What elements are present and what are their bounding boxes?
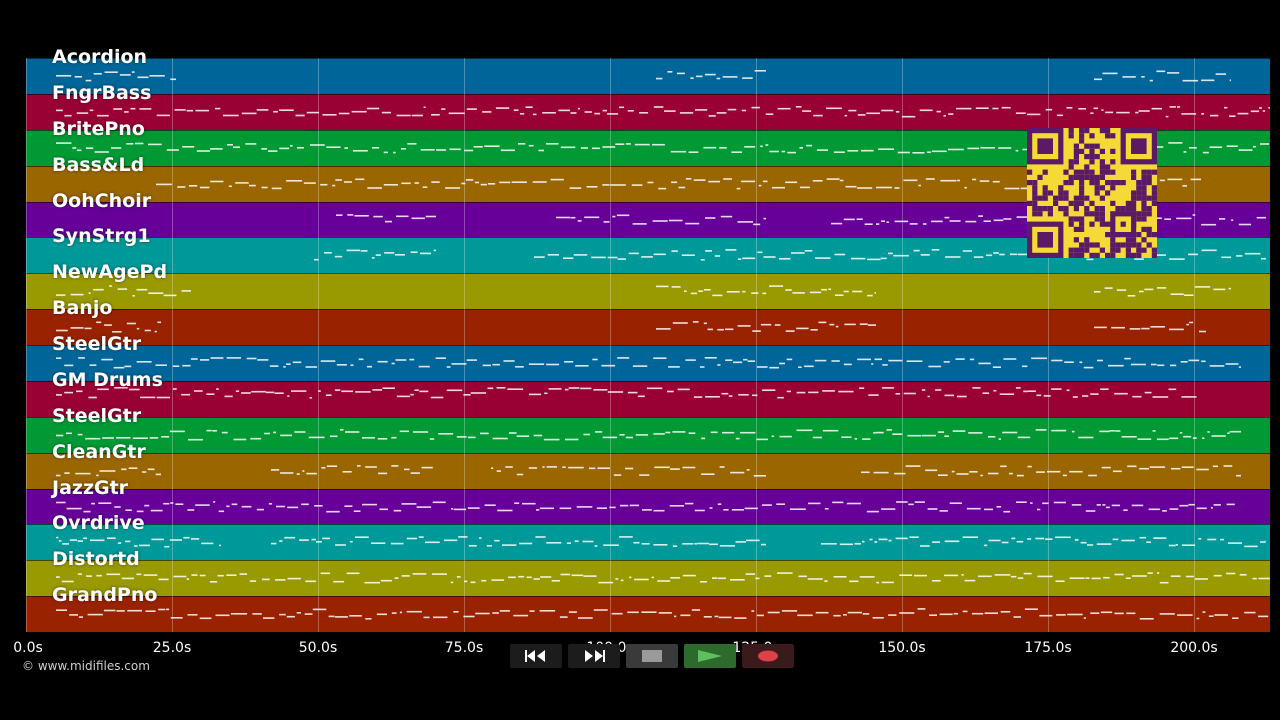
track-label: FngrBass [52, 81, 152, 104]
time-tick-label: 25.0s [152, 640, 192, 656]
track-lane [26, 380, 1270, 417]
copyright-text: © www.midifiles.com [22, 659, 150, 673]
note-texture [56, 572, 1270, 584]
time-tick-label: 200.0s [1170, 640, 1218, 656]
grid-line [26, 58, 27, 632]
grid-line [610, 58, 611, 632]
track-lane [26, 273, 1270, 310]
track-lane [26, 488, 1270, 525]
grid-line [464, 58, 465, 632]
time-tick-label: 150.0s [878, 640, 926, 656]
grid-line [756, 58, 757, 632]
piano-roll [26, 58, 1270, 633]
note-texture [56, 357, 1241, 369]
track-lane [26, 452, 1270, 489]
note-texture [314, 249, 1266, 261]
note-texture [56, 464, 1241, 477]
qr-code [1027, 128, 1157, 258]
play-icon [698, 650, 722, 662]
time-tick-label: 0.0s [13, 640, 43, 656]
grid-line [1048, 58, 1049, 632]
track-label: Bass&Ld [52, 153, 145, 176]
track-label: Banjo [52, 297, 113, 320]
track-lane [26, 560, 1270, 597]
note-texture [56, 536, 1266, 548]
track-label: SynStrg1 [52, 225, 151, 248]
grid-line [318, 58, 319, 632]
fast-forward-icon [585, 650, 605, 662]
track-label: NewAgePd [52, 261, 168, 284]
note-texture [156, 177, 1201, 190]
note-texture [56, 386, 1197, 399]
note-texture [56, 500, 1235, 512]
play-button[interactable] [684, 644, 736, 668]
track-label: Ovrdrive [52, 512, 145, 535]
track-lane [26, 93, 1270, 130]
track-label: SteelGtr [52, 333, 142, 355]
grid-line [902, 58, 903, 632]
rewind-icon [525, 650, 545, 662]
track-lane [26, 309, 1270, 346]
time-tick-label: 175.0s [1024, 640, 1072, 656]
transport-controls [510, 644, 794, 668]
stop-button[interactable] [626, 644, 678, 668]
track-lane [26, 58, 1270, 94]
time-tick-label: 75.0s [444, 640, 484, 656]
track-lane [26, 596, 1270, 633]
record-icon [758, 650, 778, 662]
track-label: Distortd [52, 548, 140, 571]
track-label: OohChoir [52, 189, 152, 212]
note-texture [56, 70, 1231, 82]
track-label: BritePno [52, 117, 145, 140]
track-label: SteelGtr [52, 404, 142, 427]
note-texture [56, 321, 1206, 333]
rewind-button[interactable] [510, 644, 562, 668]
time-tick-label: 50.0s [298, 640, 338, 656]
fast-forward-button[interactable] [568, 644, 620, 668]
stop-icon [642, 650, 662, 662]
grid-line [172, 58, 173, 632]
track-label: GrandPno [52, 584, 158, 607]
grid-line [1194, 58, 1195, 632]
track-label: Acordion [52, 46, 148, 68]
note-texture [56, 285, 1231, 297]
note-texture [56, 428, 1241, 441]
track-lane [26, 416, 1270, 453]
track-label: GM Drums [52, 368, 163, 391]
track-label: JazzGtr [52, 476, 129, 499]
record-button[interactable] [742, 644, 794, 668]
track-lane [26, 345, 1270, 381]
note-texture [56, 105, 1270, 118]
track-lane [26, 524, 1270, 561]
note-texture [56, 608, 1269, 620]
track-label: CleanGtr [52, 440, 146, 463]
